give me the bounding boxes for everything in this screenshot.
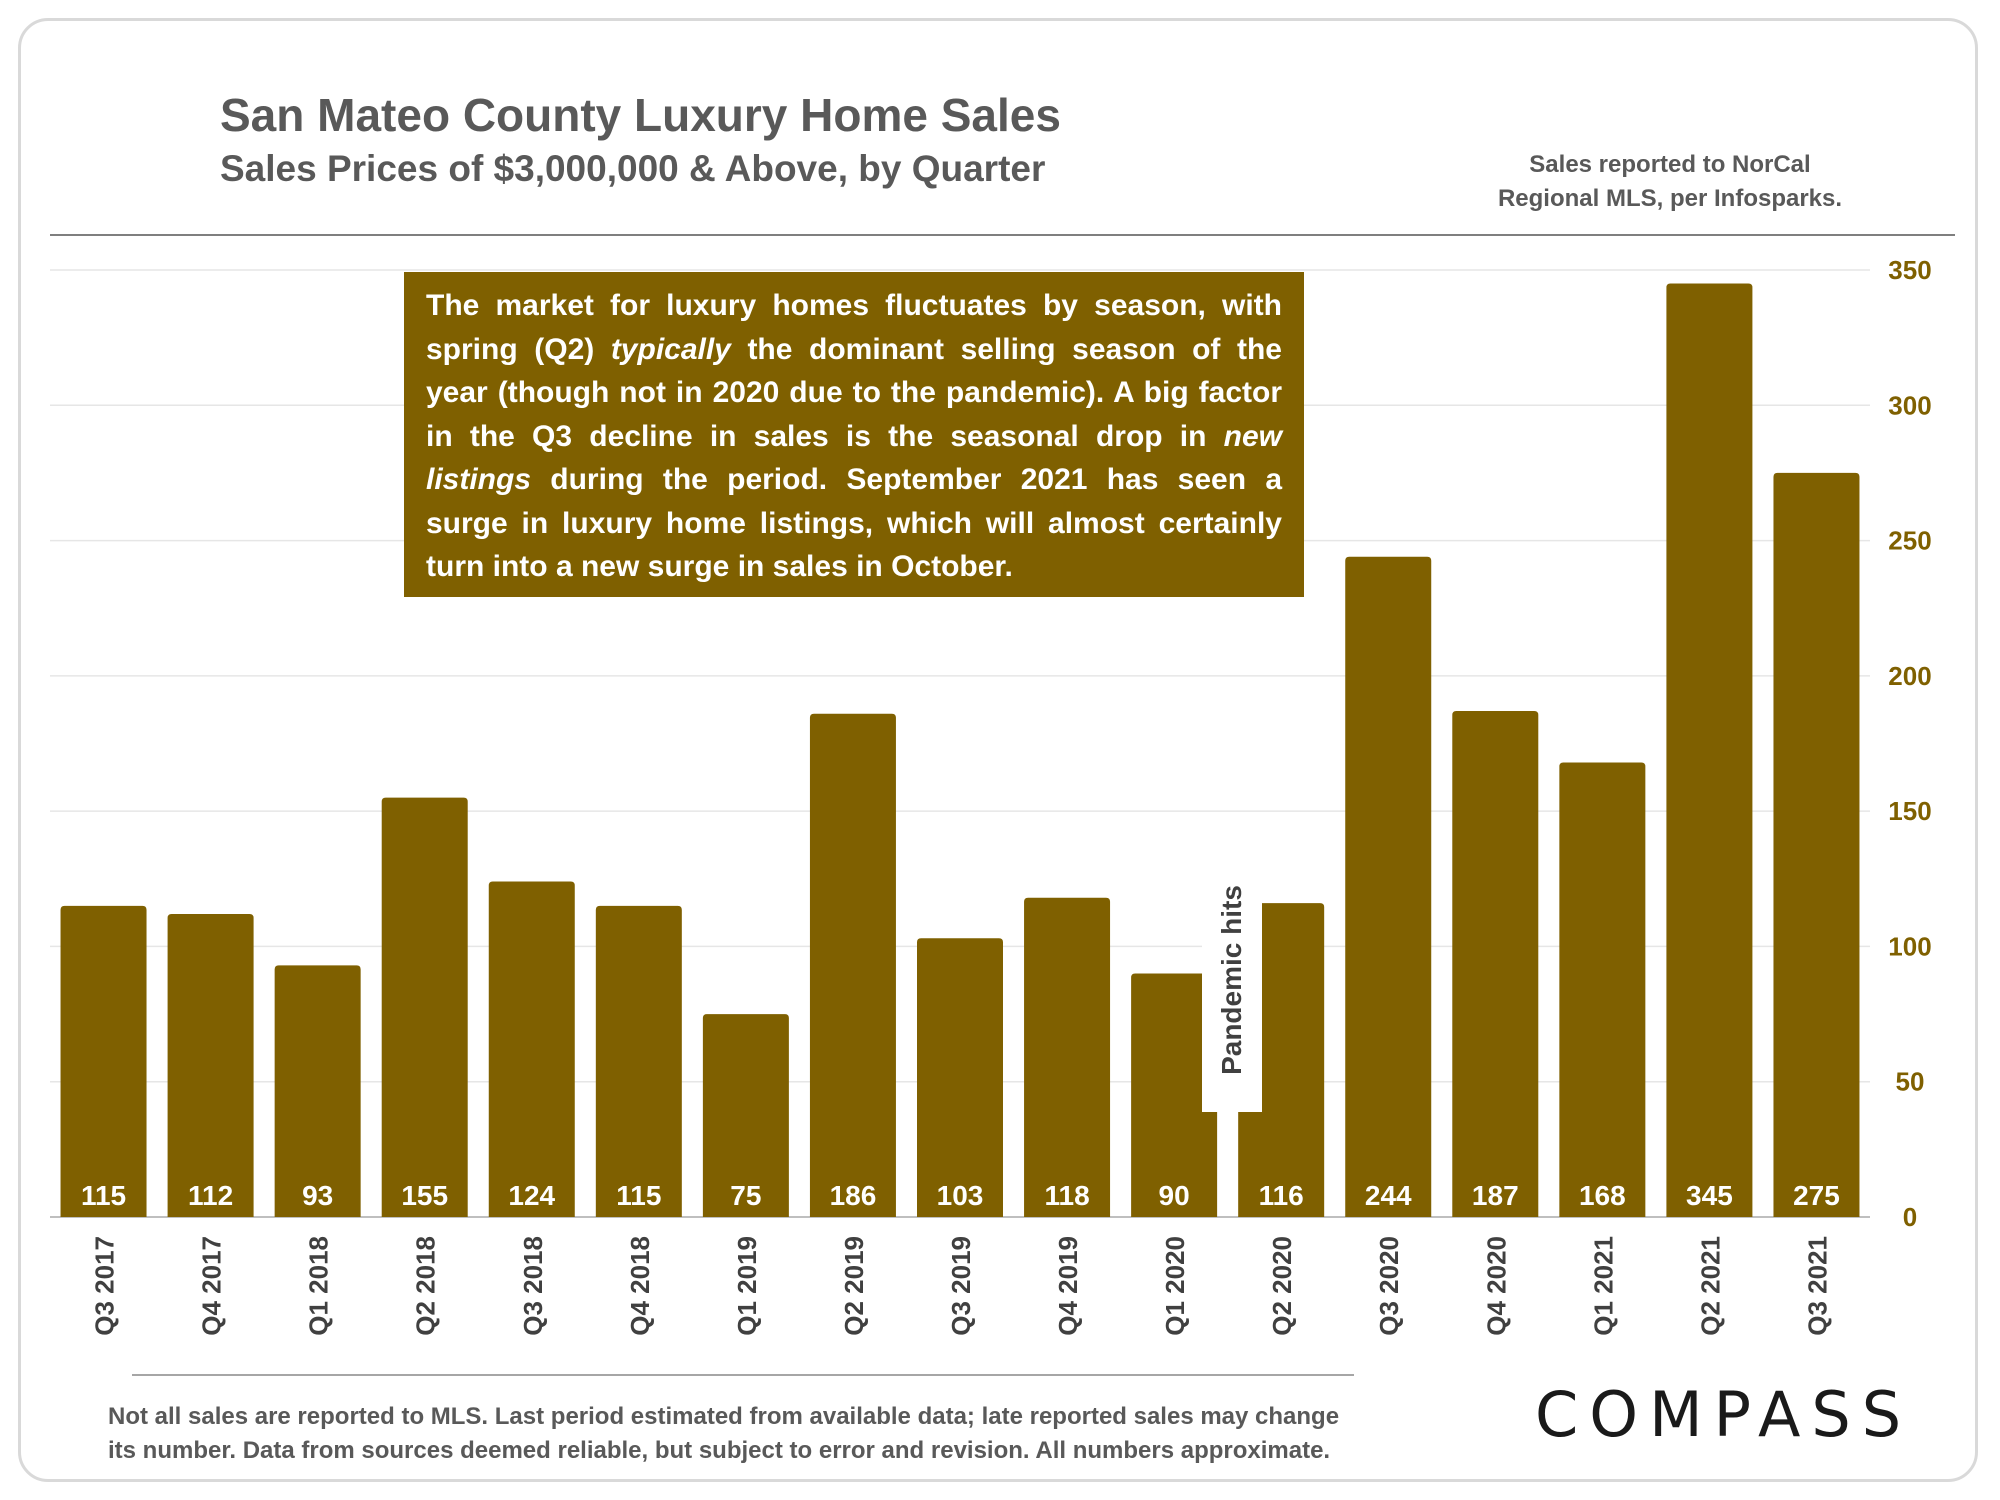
annotation-text-2: the dominant selling season of the year …	[426, 332, 1282, 453]
source-note-line-2: Regional MLS, per Infosparks.	[1497, 185, 1843, 212]
chart-frame	[18, 18, 1978, 1482]
x-tick-label: Q1 2020	[1160, 1236, 1190, 1336]
bars	[60, 283, 1860, 1217]
data-label: 116	[1259, 1180, 1304, 1211]
x-tick-label: Q2 2020	[1267, 1236, 1297, 1336]
bar	[809, 713, 896, 1217]
data-label: 275	[1793, 1180, 1840, 1211]
bar	[60, 905, 147, 1217]
bar	[381, 797, 468, 1217]
bar	[167, 913, 254, 1217]
data-label: 187	[1472, 1180, 1519, 1211]
x-tick-label: Q4 2018	[625, 1236, 655, 1336]
y-tick-label: 350	[1888, 255, 1931, 285]
source-note-line-1: Sales reported to NorCal	[1529, 151, 1811, 178]
bar	[702, 1014, 789, 1217]
x-tick-label: Q4 2017	[197, 1236, 227, 1336]
header-divider	[50, 234, 1955, 236]
data-label: 112	[188, 1180, 233, 1211]
y-tick-label: 200	[1888, 661, 1931, 691]
data-label: 103	[937, 1180, 984, 1211]
annotation-emphasis-1: typically	[610, 332, 731, 366]
x-tick-label: Q3 2018	[518, 1236, 548, 1336]
y-tick-label: 50	[1896, 1067, 1925, 1097]
data-label: 244	[1365, 1180, 1412, 1211]
x-tick-label: Q1 2018	[304, 1236, 334, 1336]
x-tick-label: Q3 2021	[1802, 1236, 1832, 1336]
x-tick-label: Q2 2019	[839, 1236, 869, 1336]
pandemic-note-background	[1202, 870, 1262, 1112]
data-label: 155	[401, 1180, 448, 1211]
bar	[1773, 472, 1860, 1217]
data-label: 124	[508, 1180, 555, 1211]
data-label: 118	[1044, 1180, 1089, 1211]
x-tick-label: Q3 2019	[946, 1236, 976, 1336]
y-tick-label: 0	[1903, 1202, 1917, 1232]
bar	[917, 938, 1003, 1217]
x-tick-label: Q1 2021	[1588, 1236, 1618, 1336]
footnote-line-2: its number. Data from sources deemed rel…	[108, 1437, 1331, 1464]
data-label: 168	[1579, 1180, 1626, 1211]
bar	[1452, 711, 1539, 1217]
y-tick-label: 100	[1888, 931, 1931, 961]
data-label: 93	[302, 1180, 333, 1211]
x-tick-label: Q4 2020	[1481, 1236, 1511, 1336]
x-tick-label: Q3 2017	[90, 1236, 120, 1336]
x-tick-label: Q3 2020	[1374, 1236, 1404, 1336]
annotation-box: The market for luxury homes fluctuates b…	[404, 272, 1304, 597]
x-tick-label: Q4 2019	[1053, 1236, 1083, 1336]
annotation-emphasis-2: new listings	[426, 419, 1282, 497]
bar	[1131, 973, 1218, 1217]
y-axis-ticks: 0 50 100 150 200 250 300 350	[1888, 255, 1931, 1232]
data-label: 115	[81, 1180, 126, 1211]
bar	[1559, 762, 1646, 1217]
y-tick-label: 150	[1888, 796, 1931, 826]
data-label: 345	[1686, 1180, 1733, 1211]
x-tick-label: Q2 2018	[411, 1236, 441, 1336]
chart-title: San Mateo County Luxury Home Sales	[220, 89, 1061, 141]
footer-divider	[132, 1374, 1354, 1376]
bar	[595, 905, 682, 1217]
source-note: Sales reported to NorCal Regional MLS, p…	[1440, 148, 1900, 216]
y-tick-label: 250	[1888, 526, 1931, 556]
footnote: Not all sales are reported to MLS. Last …	[108, 1400, 1408, 1468]
footnote-line-1: Not all sales are reported to MLS. Last …	[108, 1403, 1340, 1430]
data-label: 75	[730, 1180, 761, 1211]
bar	[1024, 897, 1111, 1217]
bar	[1666, 283, 1753, 1217]
compass-logo: COMPASS	[1535, 1378, 1913, 1451]
bar	[488, 881, 575, 1217]
chart-subtitle: Sales Prices of $3,000,000 & Above, by Q…	[220, 148, 1046, 189]
data-label: 115	[616, 1180, 661, 1211]
x-axis-ticks: Q3 2017 Q4 2017 Q1 2018 Q2 2018 Q3 2018 Q4 20…	[90, 1236, 1833, 1336]
bar	[274, 965, 361, 1217]
annotation-text-1: The market for luxury homes fluctuates b…	[426, 289, 1282, 366]
x-tick-label: Q1 2019	[732, 1236, 762, 1336]
data-label: 186	[830, 1180, 877, 1211]
x-tick-label: Q2 2021	[1695, 1236, 1725, 1336]
data-label: 90	[1159, 1180, 1190, 1211]
bar	[1345, 556, 1432, 1217]
y-tick-label: 300	[1888, 390, 1931, 420]
annotation-text-3: during the period. September 2021 has se…	[426, 463, 1282, 583]
data-labels: 115 112 93 155 124 115 75 186 103 118 90 116 244 187 1…	[81, 1180, 1840, 1211]
pandemic-note: Pandemic hits	[1216, 885, 1247, 1075]
